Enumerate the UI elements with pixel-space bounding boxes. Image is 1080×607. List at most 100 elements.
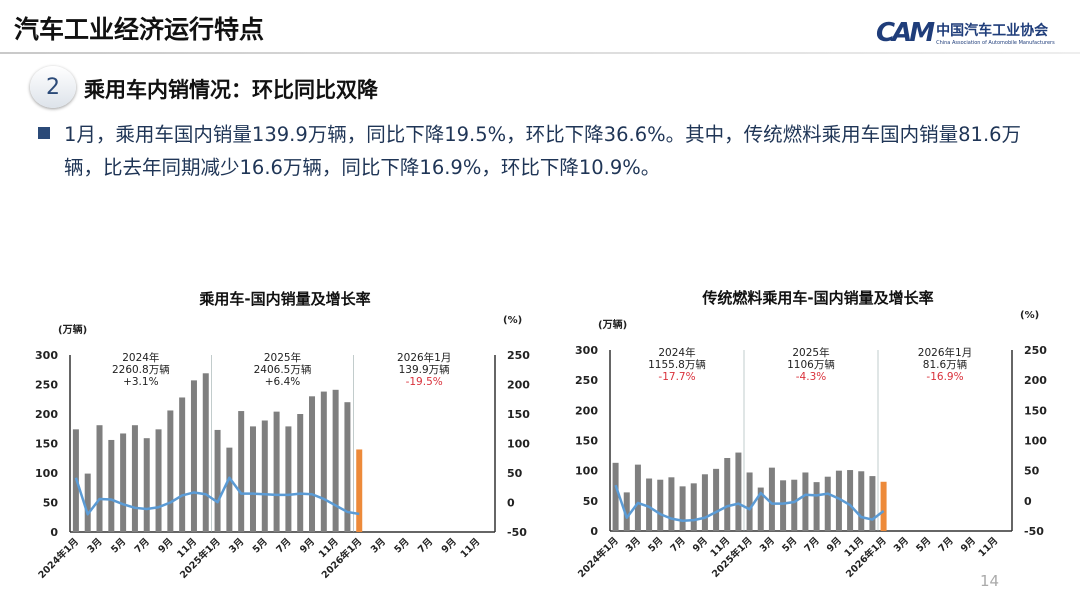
y2-tick-label: 0 xyxy=(1024,495,1032,508)
bar xyxy=(167,410,174,532)
bar xyxy=(273,411,280,532)
y2-tick-label: -50 xyxy=(1024,525,1044,538)
bar xyxy=(657,479,664,531)
bar xyxy=(202,373,209,532)
x-tick-label: 2024年1月 xyxy=(36,536,81,581)
x-tick-label: 5月 xyxy=(914,535,933,554)
annotation-line: -4.3% xyxy=(796,371,826,383)
y-tick-label: 250 xyxy=(35,379,58,392)
bar xyxy=(768,467,775,531)
bar-highlight xyxy=(880,481,887,531)
y-tick-label: 50 xyxy=(43,497,59,510)
annotation-line: -19.5% xyxy=(406,376,443,388)
y2-tick-label: 100 xyxy=(507,438,530,451)
bar xyxy=(847,470,854,531)
annotation-line: 1106万辆 xyxy=(787,358,835,371)
x-tick-label: 7月 xyxy=(803,535,822,554)
bar xyxy=(190,380,197,532)
y-tick-label: 100 xyxy=(35,467,58,480)
bar xyxy=(332,389,339,532)
y-tick-label: 150 xyxy=(35,438,58,451)
bar xyxy=(84,473,91,532)
x-tick-label: 7月 xyxy=(937,535,956,554)
y-tick-label: 150 xyxy=(575,435,598,448)
cam-logo: CAM 中国汽车工业协会 China Association of Automo… xyxy=(876,18,1055,48)
x-tick-label: 5月 xyxy=(251,536,270,555)
annotation-line: 2024年 xyxy=(658,346,695,359)
bar xyxy=(802,472,809,531)
slide-title: 汽车工业经济运行特点 xyxy=(14,15,265,44)
chart-title-right: 传统燃料乘用车-国内销量及增长率 xyxy=(702,289,934,307)
x-tick-label: 2024年1月 xyxy=(575,535,620,580)
section-heading: 乘用车内销情况：环比同比双降 xyxy=(84,78,378,102)
bar xyxy=(780,480,787,531)
bullet-square-icon xyxy=(38,127,50,139)
y-axis-unit: (万辆) xyxy=(58,323,87,336)
y-tick-label: 300 xyxy=(35,349,58,362)
bar xyxy=(120,433,127,532)
x-tick-label: 9月 xyxy=(156,536,175,555)
bar xyxy=(623,492,630,531)
x-tick-label: 3月 xyxy=(624,535,643,554)
y2-tick-label: 150 xyxy=(507,408,530,421)
bar xyxy=(143,438,150,532)
x-tick-label: 7月 xyxy=(274,536,293,555)
y2-tick-label: 250 xyxy=(1024,344,1047,357)
x-tick-label: 5月 xyxy=(392,536,411,555)
y2-axis-unit: (%) xyxy=(503,315,522,326)
bar xyxy=(297,414,304,532)
bar xyxy=(813,482,820,531)
bar xyxy=(668,477,675,531)
x-tick-label: 9月 xyxy=(298,536,317,555)
y2-tick-label: 50 xyxy=(1024,465,1040,478)
page-number: 14 xyxy=(980,572,1000,590)
x-tick-label: 3月 xyxy=(758,535,777,554)
bar xyxy=(724,457,731,531)
bar xyxy=(690,483,697,531)
x-tick-label: 5月 xyxy=(109,536,128,555)
bar xyxy=(226,447,233,532)
bar-highlight xyxy=(356,449,363,532)
bar xyxy=(646,478,653,531)
bar xyxy=(869,476,876,531)
x-tick-label: 7月 xyxy=(416,536,435,555)
y2-tick-label: 0 xyxy=(507,497,515,510)
x-tick-label: 9月 xyxy=(825,535,844,554)
y2-tick-label: 200 xyxy=(507,379,530,392)
bar xyxy=(214,429,221,532)
y2-tick-label: 250 xyxy=(507,349,530,362)
bar xyxy=(179,397,186,532)
summary-paragraph: 1月，乘用车国内销量139.9万辆，同比下降19.5%，环比下降36.6%。其中… xyxy=(64,123,1022,179)
bar xyxy=(249,426,256,532)
logo-english-name: China Association of Automobile Manufact… xyxy=(936,40,1055,46)
bar xyxy=(155,429,162,532)
y-tick-label: 0 xyxy=(590,525,598,538)
bar xyxy=(96,425,103,532)
annotation-line: +3.1% xyxy=(123,376,158,388)
y2-tick-label: 100 xyxy=(1024,435,1047,448)
y-axis-unit: (万辆) xyxy=(598,318,627,331)
x-tick-label: 9月 xyxy=(440,536,459,555)
bar xyxy=(634,464,641,531)
x-tick-label: 5月 xyxy=(780,535,799,554)
bar xyxy=(701,474,708,531)
bar xyxy=(320,391,327,532)
bar xyxy=(238,411,245,532)
logo-mark-icon: CAM xyxy=(876,18,935,48)
header-divider xyxy=(0,52,1080,54)
bar xyxy=(757,487,764,531)
annotation-line: 2260.8万辆 xyxy=(112,363,170,376)
x-tick-label: 3月 xyxy=(227,536,246,555)
y2-tick-label: 150 xyxy=(1024,404,1047,417)
annotation-line: 2025年 xyxy=(792,346,829,359)
x-tick-label: 9月 xyxy=(959,535,978,554)
bar xyxy=(858,471,865,531)
bar xyxy=(713,468,720,531)
y-tick-label: 250 xyxy=(575,374,598,387)
x-tick-label: 11月 xyxy=(459,536,483,560)
annotation-line: 2025年 xyxy=(264,351,301,364)
annotation-line: 1155.8万辆 xyxy=(648,358,706,371)
annotation-line: 2026年1月 xyxy=(397,351,451,364)
y2-tick-label: -50 xyxy=(507,526,527,539)
annotation-line: -16.9% xyxy=(926,371,963,383)
